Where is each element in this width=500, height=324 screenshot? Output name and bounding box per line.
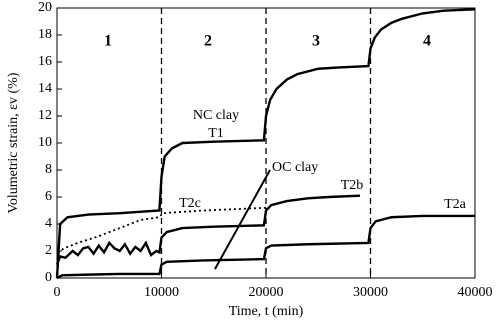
y-tick-label: 18	[38, 27, 52, 42]
y-tick-label: 16	[38, 54, 52, 69]
series-line	[56, 214, 475, 280]
series-line	[56, 206, 267, 279]
series-line	[55, 194, 361, 265]
oc-clay-pointer	[214, 169, 271, 270]
stage-label: 2	[204, 33, 212, 50]
stage-label: 4	[423, 33, 431, 50]
annotation: T2c	[179, 196, 201, 211]
y-tick-label: 4	[45, 216, 52, 231]
y-tick-label: 12	[38, 108, 52, 123]
annotation: T2b	[341, 178, 364, 193]
annotation: T1	[208, 126, 224, 141]
y-tick-label: 20	[38, 0, 52, 15]
x-tick-label: 10000	[144, 285, 179, 300]
x-axis-label: Time, t (min)	[229, 304, 304, 319]
y-tick-label: 8	[45, 162, 52, 177]
y-tick-label: 0	[45, 270, 52, 285]
y-tick-label: 10	[38, 135, 52, 150]
y-tick-label: 6	[45, 189, 52, 204]
y-tick-label: 2	[45, 243, 52, 258]
annotation: NC clay	[193, 108, 239, 123]
y-axis-label: Volumetric strain, εv (%)	[6, 72, 21, 213]
x-tick-label: 0	[54, 285, 61, 300]
x-tick-label: 30000	[353, 285, 388, 300]
x-tick-label: 40000	[458, 285, 493, 300]
series-line	[55, 8, 476, 279]
y-tick-label: 14	[38, 81, 52, 96]
annotation: T2a	[444, 197, 467, 212]
stage-label: 1	[104, 33, 112, 50]
annotation: OC clay	[272, 160, 318, 175]
x-tick-label: 20000	[249, 285, 284, 300]
stage-label: 3	[312, 33, 320, 50]
